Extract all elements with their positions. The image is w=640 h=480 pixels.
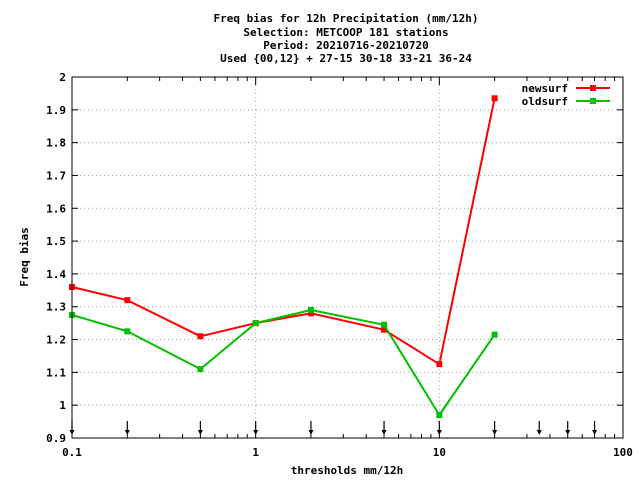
title-line-1: Freq bias for 12h Precipitation (mm/12h) bbox=[214, 12, 479, 25]
data-point-oldsurf bbox=[307, 307, 314, 314]
threshold-marker-head bbox=[124, 430, 130, 435]
x-tick-label: 0.1 bbox=[62, 446, 82, 459]
legend-marker-newsurf bbox=[590, 85, 596, 91]
legend-marker-oldsurf bbox=[590, 98, 596, 104]
data-point-newsurf bbox=[124, 297, 131, 304]
x-tick-label: 1 bbox=[252, 446, 259, 459]
threshold-marker-head bbox=[381, 430, 387, 435]
y-tick-label: 1.6 bbox=[46, 202, 66, 215]
data-point-newsurf bbox=[197, 333, 204, 340]
series-line-newsurf bbox=[71, 98, 496, 366]
series-lines bbox=[69, 95, 498, 419]
legend-label-newsurf: newsurf bbox=[522, 82, 568, 95]
y-axis-label: Freq bias bbox=[18, 227, 31, 287]
threshold-marker-head bbox=[308, 430, 314, 435]
data-point-oldsurf bbox=[124, 328, 131, 335]
title-line-3: Period: 20210716-20210720 bbox=[263, 39, 429, 52]
title-line-4: Used {00,12} + 27-15 30-18 33-21 36-24 bbox=[220, 52, 472, 65]
data-point-newsurf bbox=[307, 310, 314, 317]
data-point-oldsurf bbox=[436, 412, 443, 419]
data-point-oldsurf bbox=[491, 331, 498, 338]
data-point-newsurf bbox=[381, 326, 388, 333]
y-tick-label: 1.2 bbox=[46, 334, 66, 347]
y-tick-label: 1.5 bbox=[46, 235, 66, 248]
threshold-marker-head bbox=[436, 430, 442, 435]
data-point-oldsurf bbox=[381, 321, 388, 328]
data-point-oldsurf bbox=[197, 366, 204, 373]
y-tick-label: 1.7 bbox=[46, 169, 66, 182]
threshold-marker-head bbox=[253, 430, 259, 435]
chart-title: Freq bias for 12h Precipitation (mm/12h)… bbox=[214, 12, 479, 65]
y-tick-label: 1 bbox=[59, 399, 66, 412]
threshold-marker-head bbox=[592, 430, 598, 435]
data-point-oldsurf bbox=[252, 320, 259, 327]
axis-ticks: 0.9 1 1.1 1.2 1.3 1.4 1.5 1.6 1.7 1.8 1.9 2 0.1 1 10 10… bbox=[46, 71, 633, 459]
threshold-marker-head bbox=[197, 430, 203, 435]
y-tick-label: 2 bbox=[59, 71, 66, 84]
y-tick-label: 1.4 bbox=[46, 268, 66, 281]
grid bbox=[72, 77, 623, 438]
data-point-newsurf bbox=[436, 361, 443, 368]
title-line-2: Selection: METCOOP 181 stations bbox=[243, 26, 448, 39]
legend-label-oldsurf: oldsurf bbox=[522, 95, 568, 108]
threshold-markers bbox=[69, 421, 598, 435]
x-tick-label: 100 bbox=[613, 446, 633, 459]
data-point-newsurf bbox=[491, 95, 498, 102]
y-tick-label: 1.9 bbox=[46, 104, 66, 117]
x-axis-label: thresholds mm/12h bbox=[291, 464, 404, 477]
y-tick-label: 1.3 bbox=[46, 301, 66, 314]
threshold-marker-head bbox=[492, 430, 498, 435]
y-tick-label: 1.1 bbox=[46, 366, 66, 379]
x-tick-label: 10 bbox=[433, 446, 446, 459]
plot-frame bbox=[71, 76, 624, 439]
threshold-marker-head bbox=[565, 430, 571, 435]
threshold-marker-head bbox=[536, 430, 542, 435]
y-tick-label: 1.8 bbox=[46, 137, 66, 150]
series-line-oldsurf bbox=[71, 308, 496, 417]
y-tick-label: 0.9 bbox=[46, 432, 66, 445]
